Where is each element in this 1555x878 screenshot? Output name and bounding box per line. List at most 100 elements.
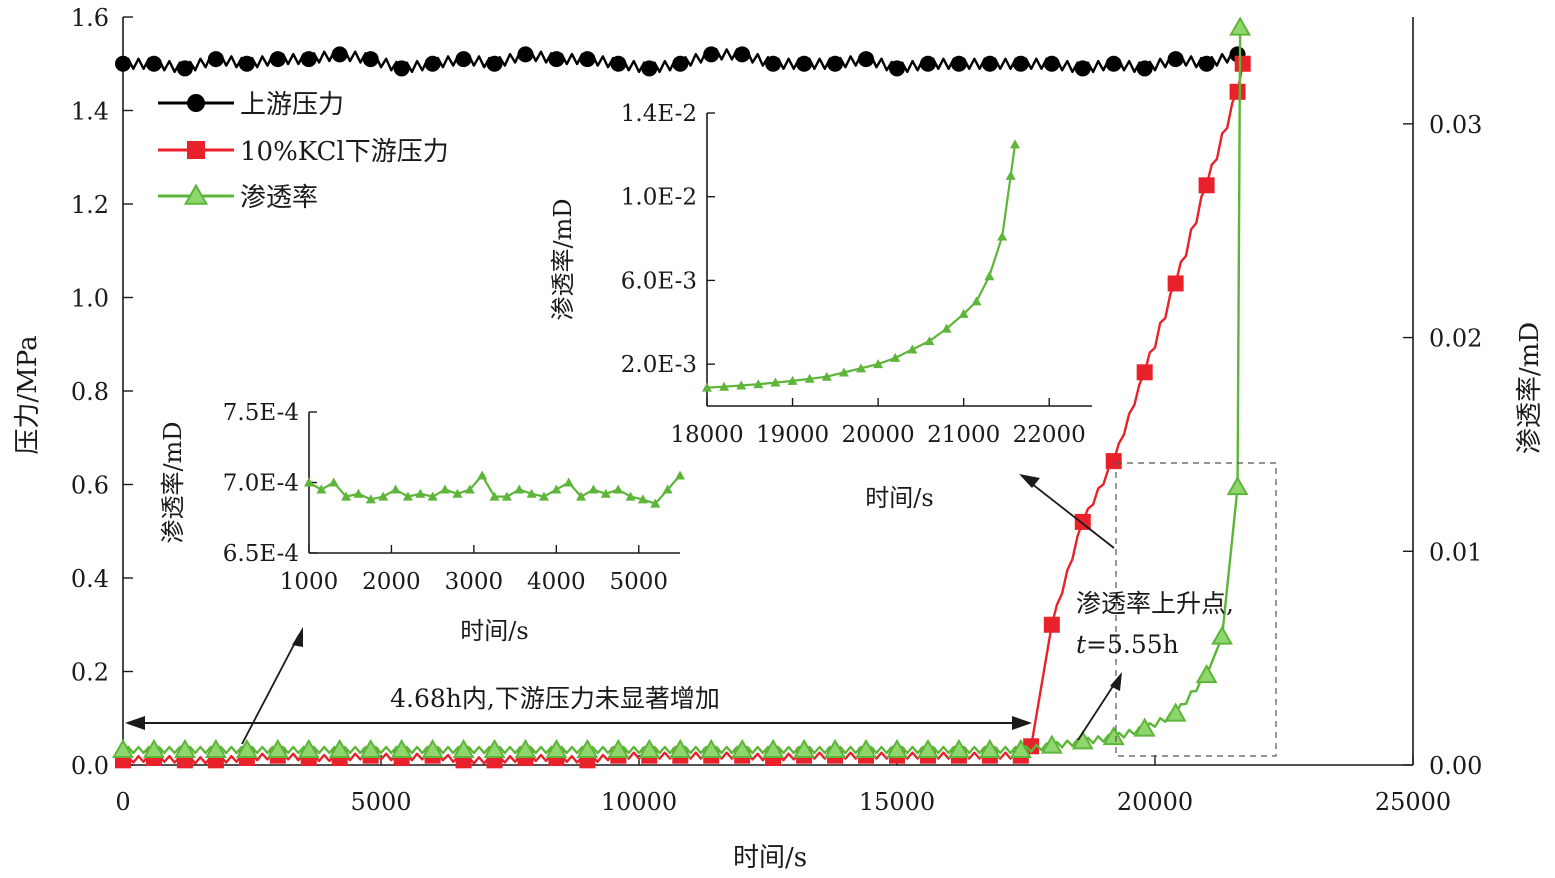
inset-data-point <box>563 477 574 487</box>
inset-chart-early: 1000 2000 3000 4000 5000 6.5E-4 7.0E-4 7.5E-4 时间… <box>159 400 685 645</box>
inset-data-point <box>787 375 798 385</box>
data-point-square <box>1136 364 1153 381</box>
inset-data-point <box>551 484 562 494</box>
inset-data-point <box>821 371 832 381</box>
data-point-circle <box>1074 60 1091 77</box>
inset-x-axis-title: 时间/s <box>865 484 933 512</box>
inset-data-point <box>702 382 712 392</box>
data-point-circle <box>393 60 410 77</box>
inset-data-point <box>402 491 413 501</box>
data-point-circle <box>548 51 565 68</box>
data-point-triangle <box>855 738 877 758</box>
inset-data-point <box>873 359 884 369</box>
data-point-circle <box>331 46 348 63</box>
inset-data-point <box>304 477 314 487</box>
main-series <box>112 16 1252 769</box>
data-point-circle <box>187 94 205 112</box>
data-point-circle <box>950 55 967 72</box>
inset-data-point <box>576 491 587 501</box>
inset-data-point <box>353 488 364 498</box>
inset-data-point <box>838 367 849 377</box>
inset-data-point <box>675 470 685 480</box>
data-point-triangle <box>112 738 134 758</box>
inset-data-point <box>341 491 352 501</box>
rise-point-pointer-head <box>1110 672 1122 691</box>
data-point-circle <box>269 51 286 68</box>
data-point-circle <box>115 55 131 72</box>
data-point-circle <box>981 55 998 72</box>
inset-y-tick-label: 6.0E-3 <box>621 268 697 294</box>
inset-y-tick-label: 6.5E-4 <box>223 541 299 567</box>
data-point-circle <box>455 51 472 68</box>
inset-data-point <box>501 491 512 501</box>
data-point-circle <box>362 51 379 68</box>
data-point-triangle <box>266 738 289 758</box>
data-point-triangle <box>1009 738 1032 758</box>
y-right-tick-label: 0.00 <box>1429 752 1482 780</box>
data-point-circle <box>207 51 224 68</box>
data-point-circle <box>672 55 689 72</box>
data-point-triangle <box>235 738 258 758</box>
y-left-tick-label: 0.8 <box>71 378 109 406</box>
data-point-circle <box>1167 51 1184 68</box>
annotations: 4.68h内,下游压力未显著增加 渗透率上升点, t=5.55h <box>125 462 1277 757</box>
data-point-triangle <box>359 738 382 758</box>
inset-x-tick-label: 2000 <box>362 569 421 595</box>
data-point-triangle <box>669 738 692 758</box>
data-point-triangle <box>1195 664 1218 684</box>
inset-data-point <box>736 380 747 390</box>
inset-data-point <box>613 484 624 494</box>
inset-data-point <box>440 484 451 494</box>
inset-x-tick-label: 22000 <box>1013 422 1086 448</box>
data-point-circle <box>176 60 193 77</box>
data-point-triangle <box>390 738 413 758</box>
inset-data-point <box>971 296 982 306</box>
data-point-triangle <box>638 738 661 758</box>
data-point-triangle <box>545 738 568 758</box>
y-right-axis-title: 渗透率/mD <box>1515 322 1545 454</box>
y-left-axis-title: 压力/MPa <box>13 335 43 454</box>
data-point-circle <box>486 55 503 72</box>
data-point-triangle <box>1040 734 1063 754</box>
inset-data-point <box>637 494 648 504</box>
inset-data-point <box>924 336 935 346</box>
x-tick-label: 25000 <box>1375 788 1451 816</box>
inset-y-tick-label: 1.4E-2 <box>621 101 697 127</box>
inset-data-point <box>514 484 525 494</box>
x-tick-label: 15000 <box>859 788 935 816</box>
inset-data-point <box>477 470 488 480</box>
inset-data-point <box>538 491 549 501</box>
rise-point-pointer <box>1077 679 1118 741</box>
inset-x-tick-label: 19000 <box>756 422 829 448</box>
zoom-region-box <box>1115 462 1277 757</box>
inset-data-point <box>804 373 815 383</box>
data-point-triangle <box>762 738 785 758</box>
data-point-triangle <box>947 738 970 758</box>
inset-x-axis-title: 时间/s <box>460 617 528 645</box>
data-point-circle <box>610 55 627 72</box>
data-point-circle <box>827 55 844 72</box>
inset-x-tick-label: 20000 <box>842 422 915 448</box>
data-point-circle <box>517 46 534 63</box>
data-point-circle <box>1105 55 1122 72</box>
data-point-triangle <box>824 738 847 758</box>
inset-data-point <box>365 494 376 504</box>
inset-data-point <box>427 491 438 501</box>
y-left-tick-label: 1.6 <box>71 4 109 32</box>
inset-data-point <box>650 498 661 508</box>
data-point-circle <box>579 51 596 68</box>
inset-x-tick-label: 5000 <box>610 569 669 595</box>
inset-y-axis-title: 渗透率/mD <box>549 198 577 320</box>
inset-data-point <box>907 344 918 354</box>
x-axis-title: 时间/s <box>733 843 807 873</box>
inset-data-point <box>588 484 599 494</box>
inset-data-point <box>770 377 781 387</box>
inset-data-point <box>390 484 401 494</box>
data-point-square <box>1198 177 1215 194</box>
data-point-circle <box>1012 55 1029 72</box>
y-right-tick-label: 0.01 <box>1429 538 1482 566</box>
data-point-triangle <box>1229 16 1252 36</box>
data-point-circle <box>734 46 751 63</box>
